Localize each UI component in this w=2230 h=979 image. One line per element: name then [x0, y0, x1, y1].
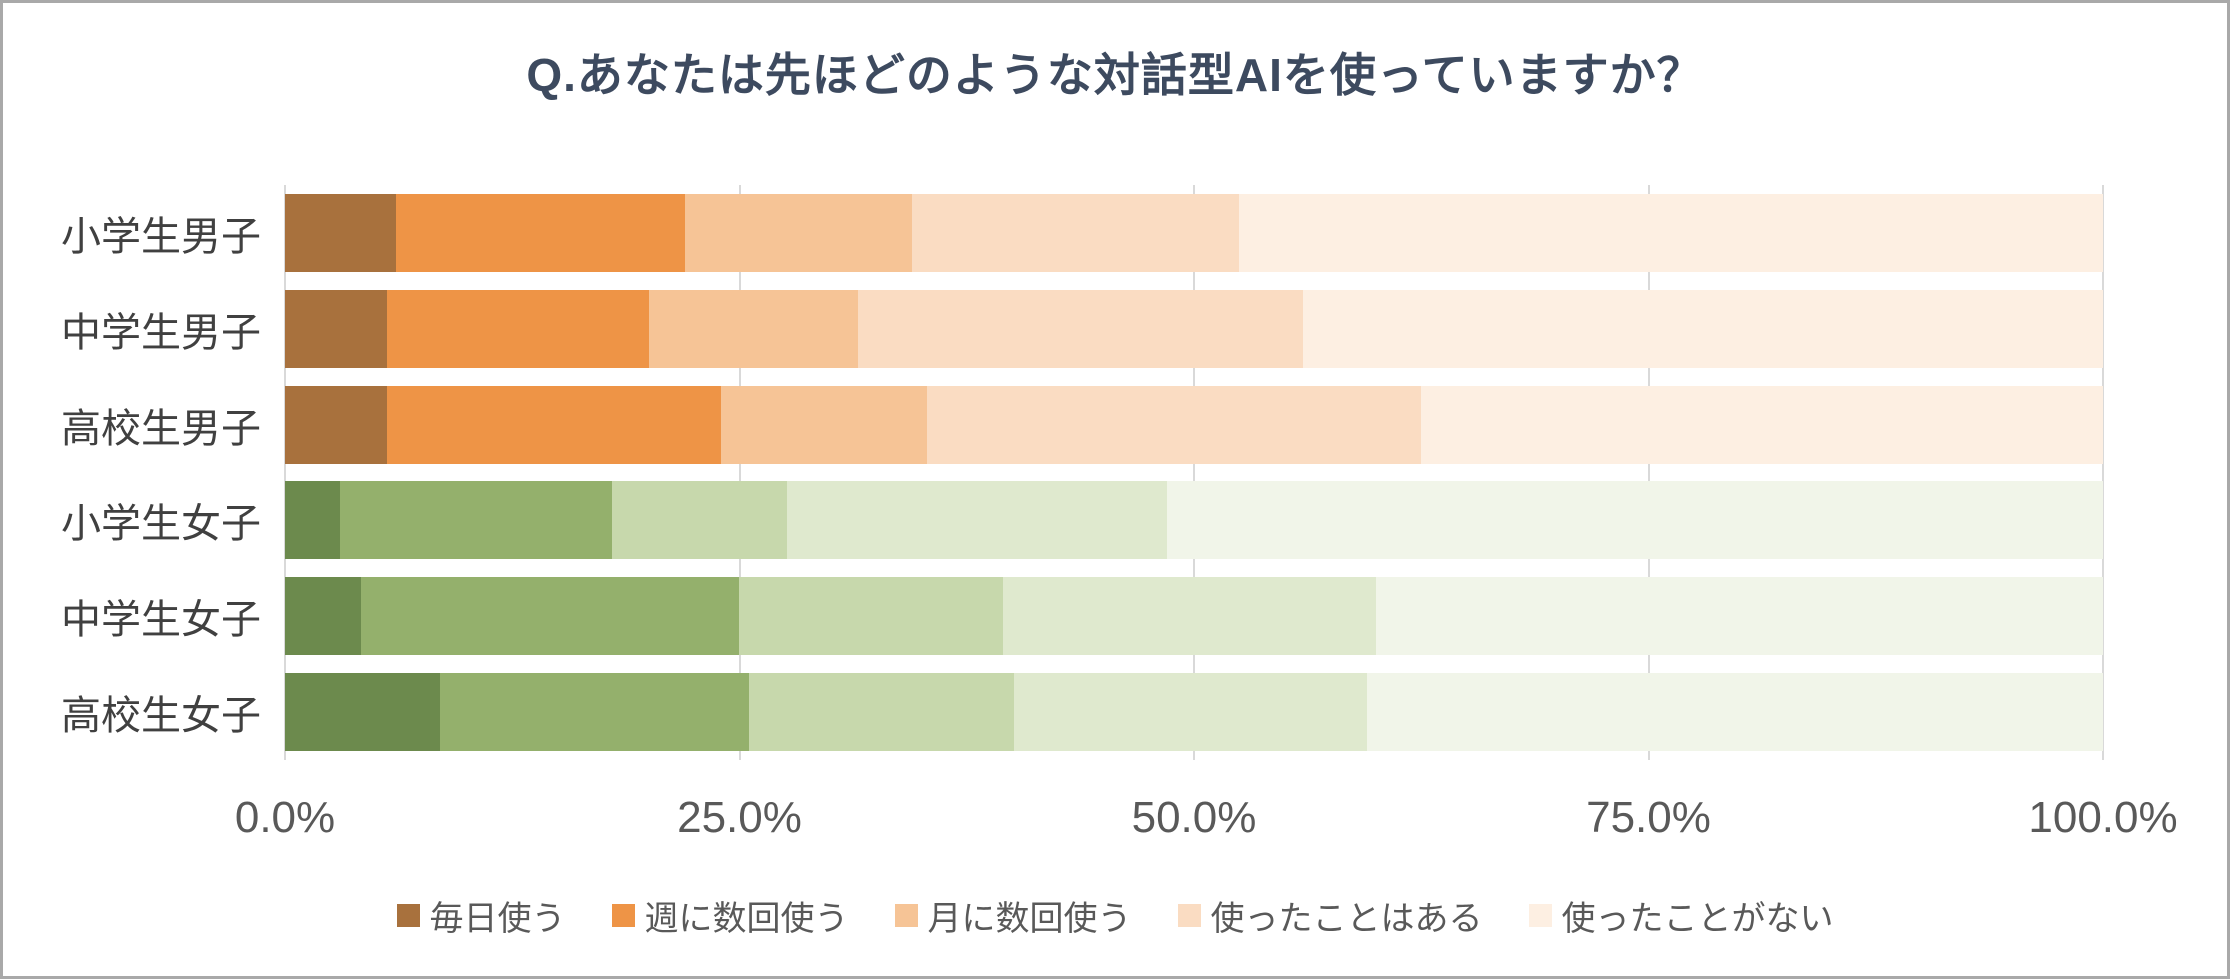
bar-segment [684, 193, 913, 272]
bar-segment [1303, 289, 2103, 368]
bar-row [285, 377, 2103, 473]
bar-segment [439, 673, 749, 752]
bar-segment [1239, 193, 2103, 272]
bar-segment [1013, 673, 1367, 752]
category-label: 中学生女子 [61, 598, 261, 643]
bar-row [285, 568, 2103, 664]
legend-label: 毎日使う [429, 900, 566, 938]
legend-swatch [1177, 904, 1201, 927]
bar-segment [612, 481, 787, 560]
bar-segment [786, 481, 1167, 560]
legend-swatch [611, 904, 635, 927]
stacked-bar [285, 673, 2103, 752]
bar-row [285, 185, 2103, 281]
legend-swatch [1528, 904, 1552, 927]
bar-segment [285, 385, 387, 464]
stacked-bar [285, 385, 2103, 464]
x-tick-label: 50.0% [1131, 793, 1257, 842]
bar-segment [285, 481, 340, 560]
x-tick-label: 75.0% [1586, 793, 1711, 842]
category-label: 高校生男子 [61, 406, 261, 451]
legend-swatch [396, 904, 420, 927]
legend-swatch [894, 904, 918, 927]
bar-segment [285, 673, 440, 752]
bar-segment [395, 193, 685, 272]
gridline [2102, 185, 2104, 760]
bar-segment [386, 289, 649, 368]
legend-label: 使ったことはある [1210, 900, 1483, 938]
x-tick-label: 0.0% [234, 793, 336, 842]
bar-segment [386, 385, 722, 464]
legend-label: 月に数回使う [927, 900, 1132, 938]
chart-title: Q.あなたは先ほどのような対話型AIを使っていますか？ [526, 49, 1704, 101]
gridline [738, 185, 741, 760]
legend-item: 使ったことがない [1528, 891, 1834, 940]
category-label: 小学生女子 [61, 502, 261, 547]
bar-segment [285, 289, 387, 368]
bar-segment [648, 289, 858, 368]
bar-segment [857, 289, 1304, 368]
legend-item: 週に数回使う [611, 891, 849, 940]
bar-segment [926, 385, 1422, 464]
plot-area [284, 185, 2104, 760]
bar-segment [739, 577, 1004, 656]
category-labels: 小学生男子中学生男子高校生男子小学生女子中学生女子高校生女子 [3, 185, 261, 760]
category-label: 中学生男子 [61, 310, 261, 355]
bar-row [285, 664, 2103, 760]
legend: 毎日使う 週に数回使う 月に数回使う 使ったことはある 使ったことがない [3, 891, 2227, 940]
x-tick-label: 100.0% [2028, 793, 2178, 842]
legend-item: 使ったことはある [1177, 891, 1483, 940]
legend-item: 毎日使う [396, 891, 566, 940]
legend-label: 使ったことがない [1561, 900, 1834, 938]
bar-segment [339, 481, 613, 560]
x-tick-label: 25.0% [677, 793, 802, 842]
category-label: 高校生女子 [61, 694, 261, 739]
bar-segment [285, 193, 396, 272]
stacked-bar [285, 577, 2103, 656]
gridline [1193, 185, 1195, 760]
bar-row [285, 281, 2103, 377]
bar-segment [721, 385, 927, 464]
bar-segment [1375, 577, 2103, 656]
bar-row [285, 472, 2103, 568]
bar-segment [748, 673, 1014, 752]
legend-item: 月に数回使う [894, 891, 1132, 940]
stacked-bar [285, 289, 2103, 368]
category-label: 小学生男子 [61, 214, 261, 259]
bar-segment [912, 193, 1240, 272]
bar-segment [1366, 673, 2103, 752]
gridline [1647, 185, 1650, 760]
gridline [284, 185, 286, 760]
bar-rows [285, 185, 2103, 760]
stacked-bar [285, 193, 2103, 272]
bar-segment [1421, 385, 2103, 464]
x-axis: 0.0% 25.0% 50.0% 75.0% 100.0% [235, 793, 2178, 857]
bar-segment [285, 577, 362, 656]
legend-label: 週に数回使う [644, 900, 849, 938]
gridlines [284, 185, 2104, 760]
bar-segment [1166, 481, 2103, 560]
stacked-bar [285, 481, 2103, 560]
bar-segment [361, 577, 740, 656]
bar-segment [1003, 577, 1376, 656]
